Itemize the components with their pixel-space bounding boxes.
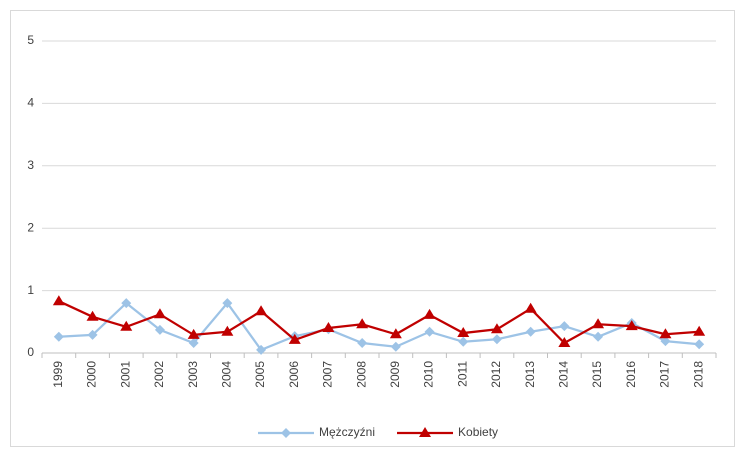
x-tick-label: 2015	[590, 361, 604, 388]
marker	[458, 336, 469, 347]
x-tick-label: 2010	[422, 361, 436, 388]
marker	[221, 325, 234, 336]
marker	[153, 308, 166, 319]
marker	[490, 323, 503, 334]
marker	[660, 336, 671, 347]
marker	[255, 305, 268, 316]
y-tick-label: 0	[27, 345, 34, 359]
marker	[188, 338, 199, 349]
x-tick-label: 2008	[354, 361, 368, 388]
marker	[356, 318, 369, 329]
marker	[256, 344, 267, 355]
x-tick-label: 2000	[85, 361, 99, 388]
marker	[558, 337, 571, 348]
marker	[659, 328, 672, 339]
marker	[154, 324, 165, 335]
marker	[87, 329, 98, 340]
marker	[424, 326, 435, 337]
marker	[222, 298, 233, 309]
x-tick-label: 2005	[253, 361, 267, 388]
marker	[322, 322, 335, 333]
x-tick-label: 2014	[557, 361, 571, 388]
marker	[423, 308, 436, 319]
x-tick-label: 1999	[51, 361, 65, 388]
marker	[288, 333, 301, 344]
marker	[559, 321, 570, 332]
marker	[281, 428, 291, 438]
x-tick-label: 2002	[152, 361, 166, 388]
marker	[86, 310, 99, 321]
marker	[121, 298, 132, 309]
marker	[693, 325, 706, 336]
marker	[457, 327, 470, 338]
y-tick-label: 2	[27, 220, 34, 234]
x-tick-label: 2018	[691, 361, 705, 388]
legend-label: Mężczyźni	[319, 425, 375, 439]
marker	[694, 339, 705, 350]
marker	[53, 331, 64, 342]
marker	[525, 326, 536, 337]
marker	[52, 295, 65, 306]
x-tick-label: 2016	[624, 361, 638, 388]
y-tick-label: 4	[27, 96, 34, 110]
marker	[120, 320, 133, 331]
x-tick-label: 2003	[186, 361, 200, 388]
x-tick-label: 2006	[287, 361, 301, 388]
y-tick-label: 5	[27, 33, 34, 47]
marker	[593, 331, 604, 342]
marker	[592, 318, 605, 329]
marker	[524, 302, 537, 313]
marker	[389, 328, 402, 339]
y-tick-label: 1	[27, 283, 34, 297]
marker	[625, 320, 638, 331]
legend-label: Kobiety	[458, 425, 498, 439]
marker	[187, 328, 200, 339]
x-tick-label: 2011	[455, 361, 469, 387]
x-tick-label: 2001	[118, 361, 132, 388]
marker	[419, 427, 432, 437]
x-tick-label: 2012	[489, 361, 503, 388]
x-tick-label: 2017	[658, 361, 672, 388]
x-tick-label: 2009	[388, 361, 402, 388]
y-tick-label: 3	[27, 158, 34, 172]
x-tick-label: 2004	[220, 361, 234, 388]
marker	[491, 334, 502, 345]
marker	[357, 338, 368, 349]
x-tick-label: 2013	[523, 361, 537, 388]
series-line	[58, 301, 700, 352]
x-tick-label: 2007	[321, 361, 335, 388]
marker	[390, 341, 401, 352]
